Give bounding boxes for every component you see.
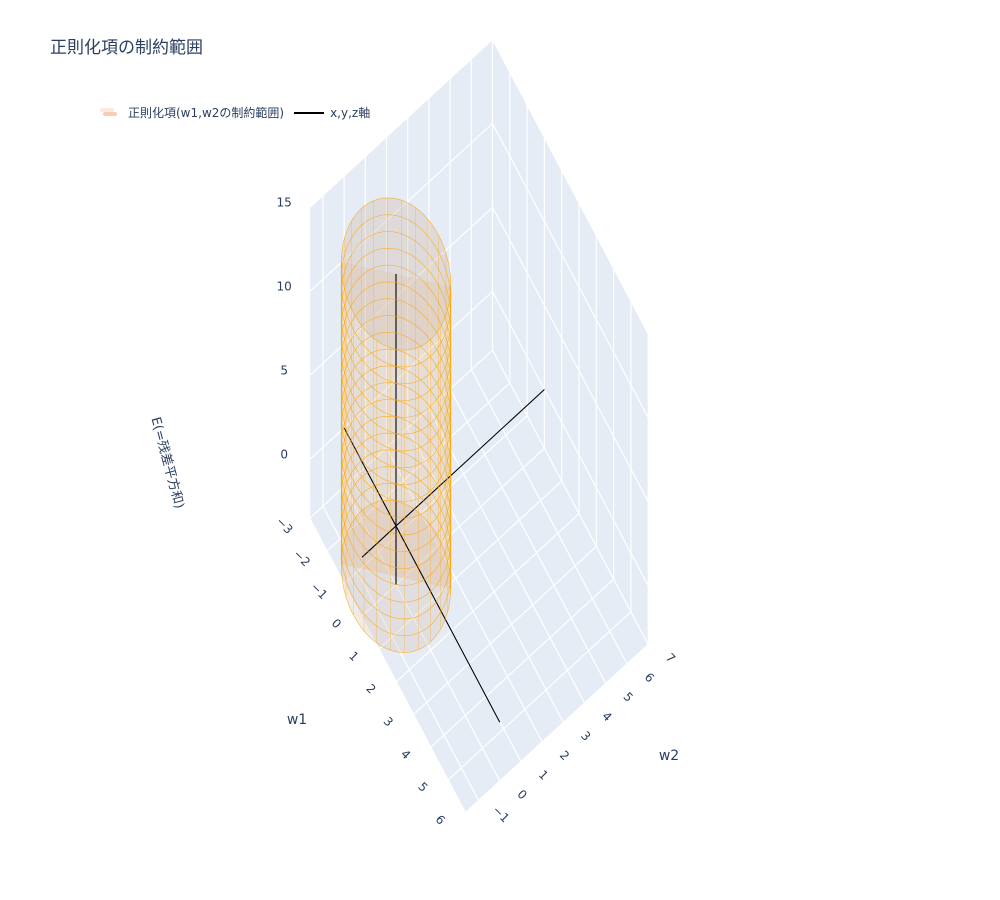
w2-axis-title: w2: [659, 748, 679, 764]
cylinder-ring: [340, 264, 452, 418]
cylinder-ring: [340, 247, 452, 401]
cylinder-ring: [340, 331, 452, 485]
w2-tick-label: 0: [515, 787, 530, 802]
cylinder-ring: [340, 483, 452, 637]
cylinder-ring: [340, 214, 452, 368]
w2-tick-label: 2: [557, 748, 572, 763]
w1-tick-label: −2: [291, 547, 313, 569]
floor-grid-line: [470, 369, 628, 665]
floor-grid-line: [428, 408, 586, 704]
cylinder-ring: [340, 449, 452, 603]
floor-grid-line: [378, 480, 563, 650]
w2-tick-label: 1: [536, 767, 551, 782]
cylinder-ring: [340, 365, 452, 519]
axis-line-w1: [343, 427, 501, 723]
z-axis-title: E(=残差平方和): [148, 415, 188, 510]
cylinder-ring: [340, 399, 452, 553]
chart-title: 正則化項の制約範囲: [50, 38, 203, 58]
w1-tick-label: 0: [329, 616, 344, 631]
w2-tick-label: 7: [663, 650, 678, 665]
cylinder-ring: [340, 281, 452, 435]
floor-grid-line: [396, 513, 580, 682]
cylinder-ring: [340, 298, 452, 452]
w1-tick-label: −1: [308, 580, 330, 602]
line-swatch-icon: [294, 111, 325, 114]
w2-tick-label: 4: [599, 709, 614, 724]
surface-swatch-icon: [100, 107, 118, 119]
wall-grid-line: [309, 38, 493, 208]
cylinder-ring: [340, 348, 452, 502]
z-tick-label: 10: [277, 280, 292, 294]
floor-grid-line: [343, 486, 501, 782]
legend-axes-label: x,y,z軸: [330, 106, 371, 120]
cylinder-ring: [340, 382, 452, 536]
z-tick-label: 15: [277, 196, 292, 210]
floor-grid-line: [448, 611, 632, 780]
w2-tick-label: 3: [578, 728, 593, 743]
floor-grid-line: [430, 578, 615, 748]
wall-grid-line: [491, 291, 649, 586]
w1-tick-label: 1: [346, 649, 361, 664]
wall-grid-line: [491, 207, 649, 502]
cylinder-ring: [340, 197, 452, 351]
w1-tick-label: 6: [433, 812, 448, 827]
back-wall-w1: [492, 39, 649, 645]
floor-grid-line: [413, 545, 597, 715]
wall-grid-line: [491, 39, 649, 334]
w1-tick-label: 4: [398, 747, 413, 762]
legend: 正則化項(w1,w2の制約範囲) x,y,z軸: [100, 104, 380, 121]
w1-tick-label: 5: [415, 779, 430, 794]
floor-grid-line: [361, 447, 545, 617]
floor-grid-line: [465, 644, 649, 813]
floor-grid-line: [491, 349, 649, 645]
floor-grid-line: [449, 388, 607, 684]
cylinder-ring: [340, 415, 452, 569]
w2-tick-label: 5: [621, 689, 636, 704]
legend-surface-label: 正則化項(w1,w2の制約範囲): [128, 106, 285, 120]
cylinder-ring: [340, 315, 452, 469]
legend-item-surface[interactable]: 正則化項(w1,w2の制約範囲): [100, 104, 284, 121]
floor-grid-line: [407, 427, 564, 723]
w1-tick-label: −3: [273, 514, 295, 536]
wall-grid-line: [491, 123, 649, 418]
floor-plane: [310, 350, 649, 813]
z-tick-label: 0: [280, 448, 288, 462]
w2-tick-label: −1: [490, 803, 512, 825]
floor-grid-line: [385, 447, 543, 743]
cylinder-ring: [340, 231, 452, 385]
w1-axis-title: w1: [287, 712, 307, 728]
w1-tick-label: 2: [363, 681, 378, 696]
w1-tick-label: 3: [381, 714, 396, 729]
legend-item-axes[interactable]: x,y,z軸: [294, 104, 370, 121]
axis-line-w2: [361, 389, 545, 558]
w2-tick-label: 6: [642, 670, 657, 685]
cylinder-ring: [340, 466, 452, 620]
cylinder-ring: [340, 499, 452, 653]
cylinder-ring: [340, 432, 452, 586]
z-tick-label: 5: [280, 364, 288, 378]
